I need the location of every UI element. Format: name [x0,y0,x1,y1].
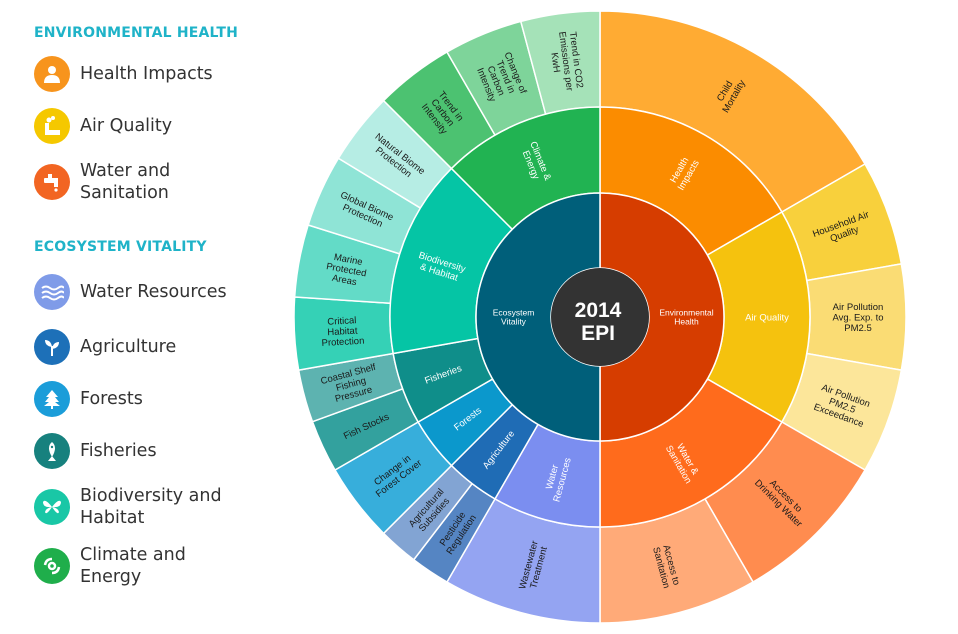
indicator-label-air-pollution-avg-exp-to-pm2-5: Air Pollution Avg. Exp. to PM2.5 [832,302,883,334]
legend-label: Agriculture [80,337,177,357]
legend-label: Air Quality [80,116,173,136]
legend-label: Biodiversity and Habitat [80,486,222,528]
sprout-icon [34,329,70,365]
waves-icon [34,274,70,310]
legend-item-water-resources: Water Resources [34,272,250,312]
legend-item-biodiversity-habitat: Biodiversity and Habitat [34,486,250,528]
objective-label-environmental-health: Environmental Health [659,307,713,326]
legend: ENVIRONMENTAL HEALTH Health Impacts Air … [0,0,300,634]
legend-item-agriculture: Agriculture [34,327,250,367]
objective-label-ecosystem-vitality: Ecosystem Vitality [493,307,535,326]
cyclone-icon [34,548,70,584]
issue-label-air-quality: Air Quality [745,312,789,323]
legend-label: Health Impacts [80,64,213,84]
legend-label: Water and Sanitation [80,161,171,203]
legend-label: Fisheries [80,441,157,461]
legend-label: Forests [80,389,143,409]
smokestack-icon [34,108,70,144]
issue-ring [389,106,811,528]
fish-icon [34,433,70,469]
legend-item-water-sanitation: Water and Sanitation [34,161,250,203]
indicator-ring [293,10,907,624]
legend-label: Water Resources [80,282,227,302]
center-year: 2014 [575,299,622,322]
environmental-health-heading: ENVIRONMENTAL HEALTH [34,25,239,41]
butterfly-icon [34,489,70,525]
indicator-label-marine-protected-areas: MarineProtectedAreas [323,251,369,290]
person-icon [34,56,70,92]
ecosystem-vitality-heading: ECOSYSTEM VITALITY [34,239,207,255]
tree-icon [34,381,70,417]
faucet-icon [34,164,70,200]
legend-label: Climate and Energy [80,545,186,587]
legend-item-forests: Forests [34,379,250,419]
legend-item-health-impacts: Health Impacts [34,54,250,94]
indicator-label-critical-habitat-protection: CriticalHabitatProtection [320,315,364,349]
legend-item-climate-energy: Climate and Energy [34,545,250,587]
legend-item-air-quality: Air Quality [34,106,250,146]
center-disc [551,268,649,366]
indicator-label-trend-in-co2-emissions-per-kwh: Trend in CO2Emissions perKwH [546,30,585,93]
legend-item-fisheries: Fisheries [34,431,250,471]
center-title: EPI [581,322,615,345]
